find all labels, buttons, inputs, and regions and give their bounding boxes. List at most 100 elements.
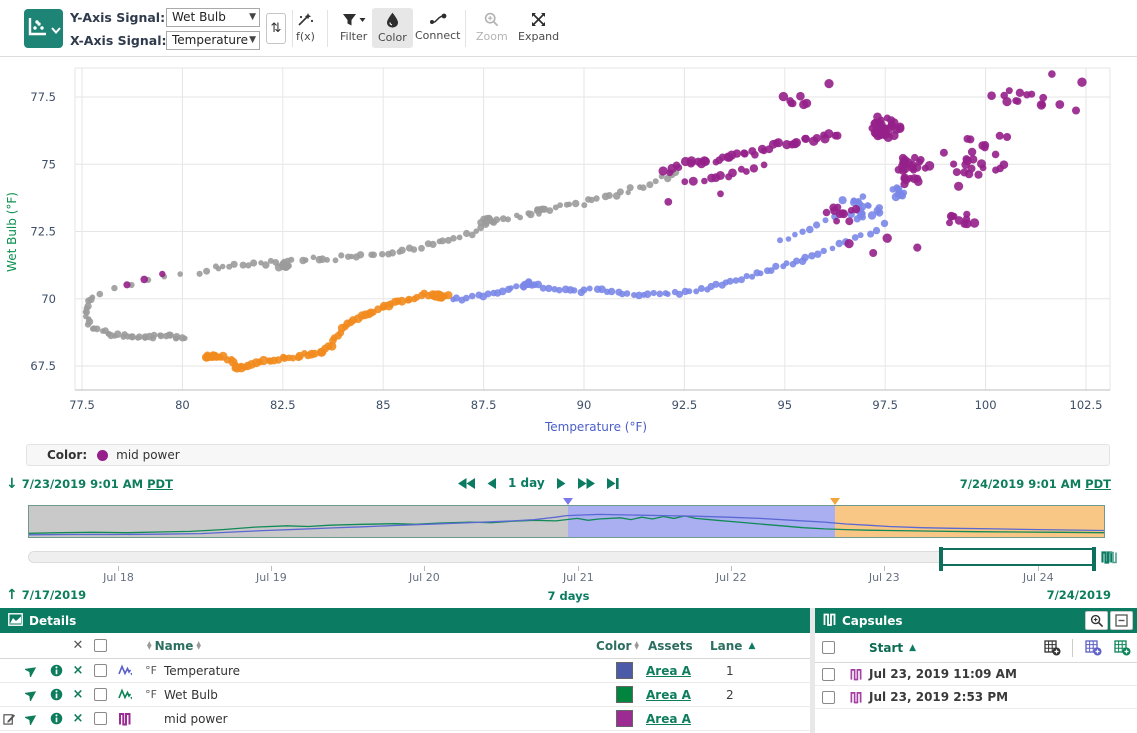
details-col-lane[interactable]: Lane [710,638,743,653]
legend-label: Color: [47,448,88,462]
capsule-start-time[interactable]: Jul 23, 2019 2:53 PM [869,690,1009,704]
capsules-col-start[interactable]: Start [869,640,904,655]
sort-icon[interactable]: ▲ ▼ [196,639,202,651]
remove-all-icon[interactable]: ✕ [72,638,84,653]
remove-item-icon[interactable]: × [72,687,84,702]
select-caret-icon: ▼ [249,12,256,22]
sort-icon[interactable]: ▲ ▼ [147,639,152,651]
asset-link[interactable]: Area A [646,687,691,702]
swap-axes-button[interactable]: ⇅ [266,13,286,44]
step-back-button[interactable] [487,477,497,490]
investigate-start-date[interactable]: 7/17/2019 [21,588,87,602]
chart-type-button[interactable] [24,9,63,48]
timebar-region[interactable] [29,506,568,537]
capsule-row[interactable]: Jul 23, 2019 2:53 PM [815,686,1137,709]
remove-item-icon[interactable]: × [72,663,84,678]
display-end-date[interactable]: 7/24/2019 9:01 AM [959,477,1082,491]
capsules-select-all-checkbox[interactable] [822,641,835,654]
display-end-timezone[interactable]: PDT [1085,477,1111,491]
expand-button[interactable]: Expand [512,8,565,47]
slider-right-handle[interactable] [1092,547,1097,571]
step-forward-fast-button[interactable] [577,477,595,490]
step-to-end-button[interactable] [606,477,619,490]
svg-text:72.5: 72.5 [30,225,56,239]
slider-left-handle[interactable] [939,547,944,571]
scatter-chart[interactable]: 77.5 80 82.5 85 87.5 90 92.5 95 97.5 100 102.5 67.5… [0,57,1137,444]
capsules-collapse-button[interactable] [1110,611,1133,630]
details-row-wet-bulb[interactable]: × °F Wet Bulb Area A 2 [0,683,810,707]
color-swatch[interactable] [602,686,646,703]
asset-link[interactable]: Area A [646,711,691,726]
investigate-end-date[interactable]: 7/24/2019 [1046,588,1111,602]
color-swatch[interactable] [602,710,646,727]
sort-ascending-icon[interactable]: ▲ [909,642,917,653]
color-button[interactable]: Color [372,8,413,48]
send-to-trend-icon[interactable] [18,712,44,725]
capsule-start-time[interactable]: Jul 23, 2019 11:09 AM [869,667,1017,681]
add-column-icon[interactable] [1039,639,1065,656]
row-checkbox[interactable] [88,664,112,677]
details-row-temperature[interactable]: × °F Temperature Area A 1 [0,659,810,683]
item-info-icon[interactable] [44,688,68,701]
set-invest-start-arrow-icon[interactable]: ↑ [6,587,18,603]
details-col-name[interactable]: Name [154,638,194,653]
send-to-trend-icon[interactable] [18,688,44,701]
row-checkbox[interactable] [88,712,112,725]
display-range-slider[interactable] [939,547,1097,571]
select-all-checkbox[interactable] [93,639,107,652]
filter-button[interactable]: Filter [334,8,373,47]
details-panel: Details ✕ ▲ ▼ Name ▲ ▼ Color ▲ ▼ Assets Lan… [0,608,810,733]
color-swatch[interactable] [602,662,646,679]
details-row-mid-power[interactable]: × mid power Area A [0,707,810,731]
send-to-trend-icon[interactable] [18,664,44,677]
fx-label: f(x) [296,30,315,43]
step-back-fast-button[interactable] [458,477,476,490]
row-checkbox[interactable] [88,688,112,701]
details-col-color[interactable]: Color [596,638,632,653]
investigate-duration[interactable]: 7 days [547,589,590,603]
asset-link[interactable]: Area A [646,663,691,678]
details-title: Details [29,613,77,628]
item-name[interactable]: Wet Bulb [164,687,218,702]
add-signal-column-icon[interactable] [1079,639,1107,656]
investigate-start[interactable]: ↑ 7/17/2019 [6,588,86,602]
sort-ascending-icon[interactable]: ▲ [748,640,756,651]
sort-icon[interactable]: ▲ ▼ [634,639,639,651]
connect-button[interactable]: Connect [409,8,466,46]
step-size-label[interactable]: 1 day [508,476,545,490]
display-range-end[interactable]: 7/24/2019 9:01 AM PDT [960,477,1111,491]
timebar-preview[interactable] [28,498,1105,538]
item-name[interactable]: mid power [164,711,228,726]
set-start-arrow-icon[interactable]: ↓ [6,476,18,492]
zoom-button[interactable]: Zoom [470,8,514,47]
toolbar-separator [465,10,466,47]
item-info-icon[interactable] [44,712,68,725]
capsules-zoom-button[interactable] [1085,611,1108,630]
step-forward-button[interactable] [556,477,566,490]
capsule-checkbox[interactable] [822,690,835,704]
edit-icon[interactable] [0,712,18,725]
capsule-checkbox[interactable] [822,667,835,681]
display-start-date[interactable]: 7/23/2019 9:01 AM [21,477,144,491]
lane-number: 2 [726,687,734,702]
fx-button[interactable]: f(x) [290,8,321,47]
display-start-timezone[interactable]: PDT [147,477,173,491]
capsule-row[interactable]: Jul 23, 2019 11:09 AM [815,663,1137,686]
svg-text:85: 85 [376,398,391,412]
timeline-scroll-track[interactable] [28,551,1081,563]
details-col-assets[interactable]: Assets [648,638,693,653]
timebar-region[interactable] [567,506,836,537]
date-tick [731,566,733,571]
date-label: Jul 19 [256,571,287,584]
x-axis-signal-label: X-Axis Signal: [70,33,167,48]
capsule-rows: Jul 23, 2019 11:09 AM Jul 23, 2019 2:53 P… [815,663,1137,709]
add-condition-column-icon[interactable] [1107,639,1137,656]
remove-item-icon[interactable]: × [72,711,84,726]
item-name[interactable]: Temperature [164,663,241,678]
item-info-icon[interactable] [44,664,68,677]
display-range-start[interactable]: ↓ 7/23/2019 9:01 AM PDT [6,477,173,491]
capsule-time-icon[interactable] [1101,549,1118,569]
y-axis-signal-select[interactable]: Wet Bulb ▼ [166,8,260,27]
signal-type-icon [112,688,138,701]
x-axis-signal-select[interactable]: Temperature ▼ [166,31,260,50]
